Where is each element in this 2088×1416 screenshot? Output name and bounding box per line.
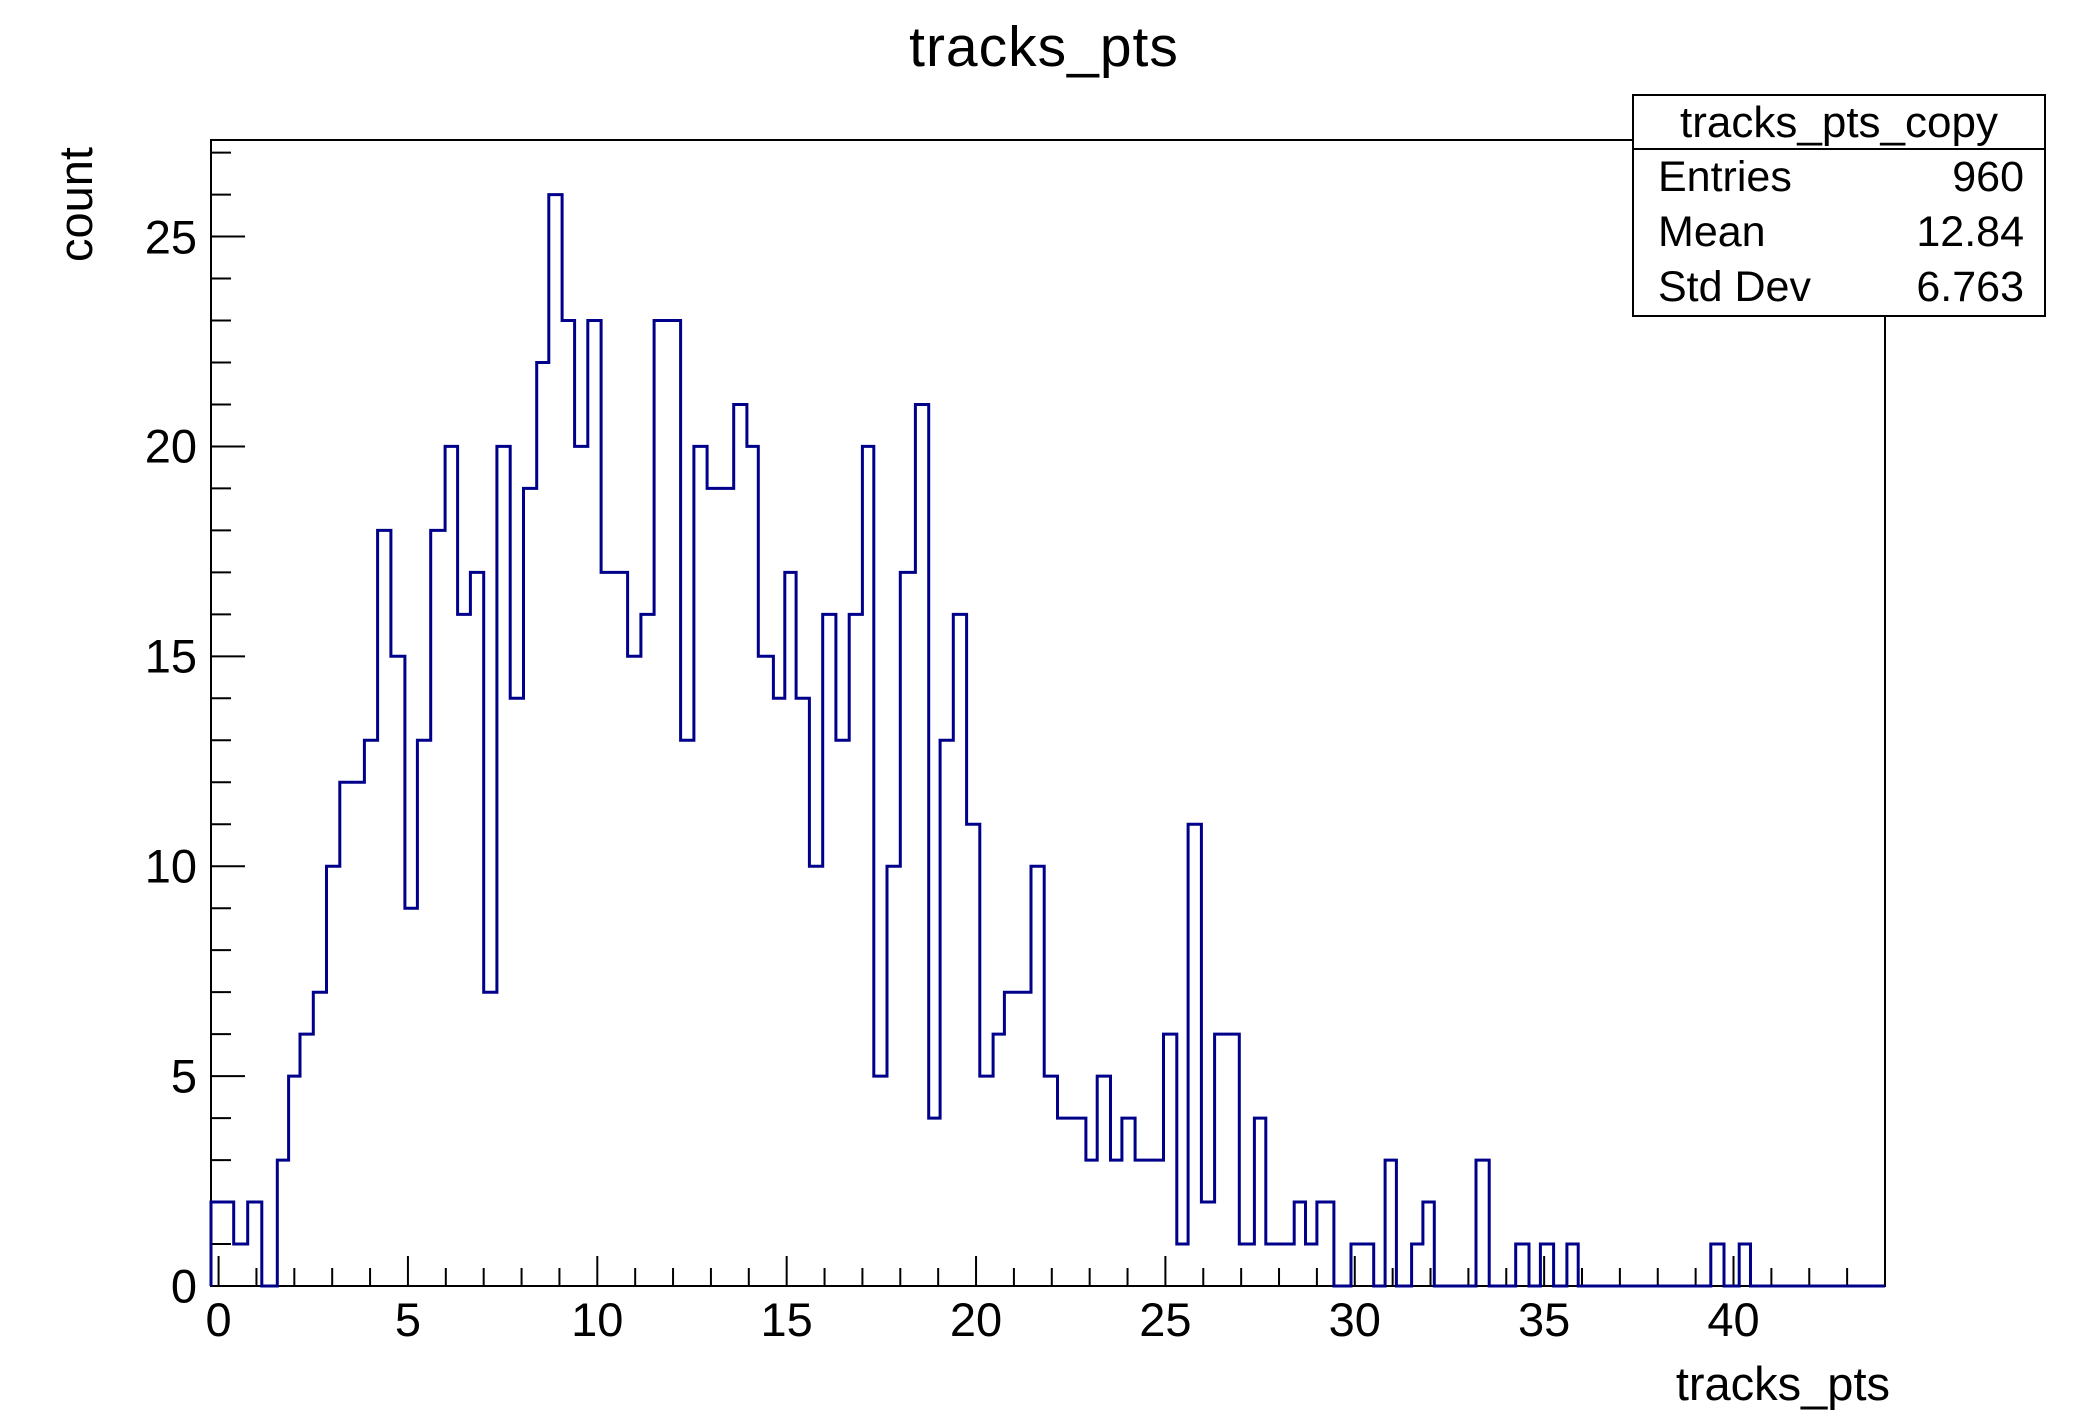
stats-row-entries: Entries 960 bbox=[1634, 150, 2044, 205]
y-tick-label-5: 5 bbox=[170, 1049, 197, 1103]
y-tick-label-10: 10 bbox=[144, 839, 197, 893]
x-axis-title: tracks_pts bbox=[1675, 1357, 1890, 1410]
x-tick-label-40: 40 bbox=[1707, 1293, 1760, 1346]
x-tick-label-5: 5 bbox=[394, 1293, 422, 1346]
x-tick-label-15: 15 bbox=[760, 1293, 813, 1346]
x-tick-label-30: 30 bbox=[1328, 1293, 1381, 1346]
y-tick-label-0: 0 bbox=[170, 1259, 197, 1313]
x-tick-label-0: 0 bbox=[205, 1293, 232, 1346]
stats-box-title: tracks_pts_copy bbox=[1634, 96, 2044, 150]
stats-entries-value: 960 bbox=[1952, 153, 2024, 201]
plot-frame bbox=[210, 139, 1886, 1287]
x-tick-label-35: 35 bbox=[1517, 1293, 1571, 1346]
x-tick-label-25: 25 bbox=[1139, 1293, 1192, 1346]
stats-stddev-label: Std Dev bbox=[1658, 263, 1811, 311]
x-tick-label-10: 10 bbox=[571, 1293, 624, 1346]
y-tick-label-20: 20 bbox=[144, 419, 197, 473]
y-tick-label-25: 25 bbox=[144, 210, 197, 264]
stats-row-mean: Mean 12.84 bbox=[1634, 205, 2044, 260]
stats-box: tracks_pts_copy Entries 960 Mean 12.84 S… bbox=[1632, 94, 2046, 317]
stats-mean-value: 12.84 bbox=[1916, 208, 2024, 256]
stats-stddev-value: 6.763 bbox=[1916, 263, 2024, 311]
chart-title: tracks_pts bbox=[909, 15, 1179, 79]
stats-mean-label: Mean bbox=[1658, 208, 1766, 256]
y-tick-label-15: 15 bbox=[144, 629, 197, 683]
x-tick-label-20: 20 bbox=[949, 1293, 1003, 1346]
stats-entries-label: Entries bbox=[1658, 153, 1792, 201]
stats-row-stddev: Std Dev 6.763 bbox=[1634, 260, 2044, 315]
histogram-step-line bbox=[209, 193, 1885, 1288]
